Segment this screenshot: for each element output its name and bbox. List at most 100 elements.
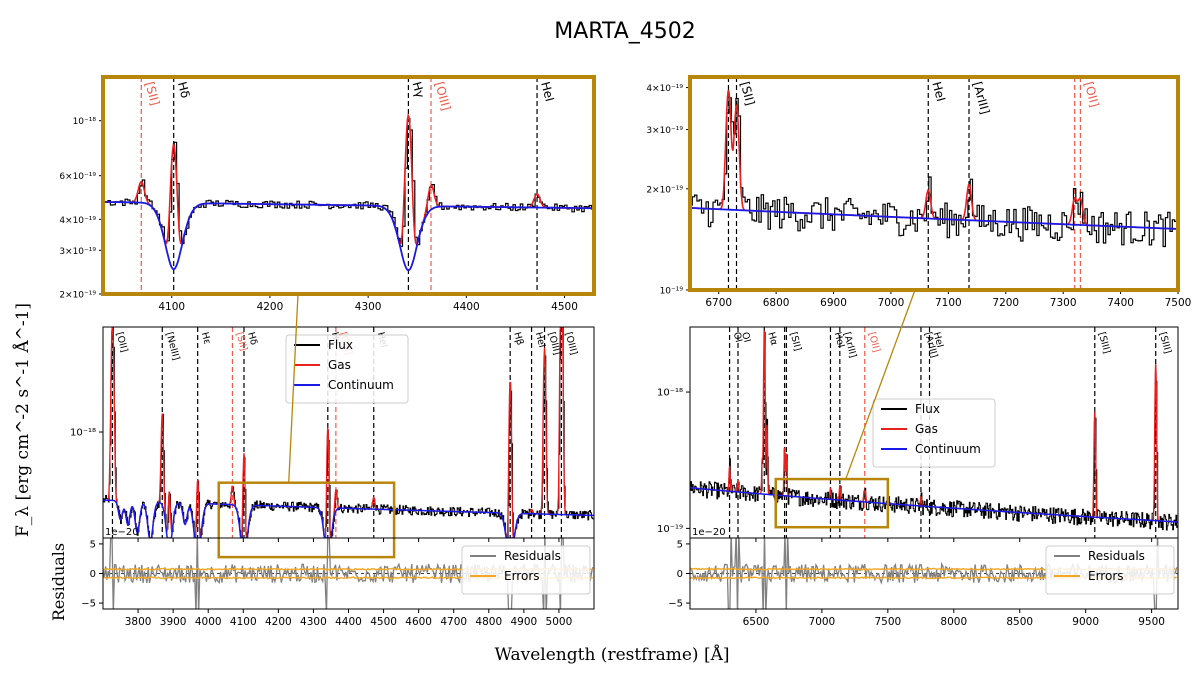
- x-tick-label: 7500: [874, 616, 901, 628]
- x-tick-label: 7400: [1107, 297, 1134, 309]
- emission-line-label: HeI: [538, 80, 557, 103]
- legend-label: Errors: [504, 569, 540, 583]
- legend-label: Flux: [328, 338, 353, 352]
- legend-label: Continuum: [328, 378, 394, 392]
- flux-line: [103, 118, 594, 247]
- x-tick-label: 4800: [475, 616, 502, 628]
- y-tick-label: 3×10⁻¹⁹: [59, 247, 96, 257]
- continuum-line: [690, 207, 1178, 230]
- emission-line-label: [SIII]: [1157, 331, 1173, 355]
- y-tick-label: 10⁻¹⁸: [70, 428, 96, 439]
- x-tick-label: 4300: [355, 301, 382, 313]
- x-tick-label: 4200: [257, 301, 284, 313]
- x-tick-label: 7200: [992, 297, 1019, 309]
- emission-line-label: Hγ: [410, 80, 428, 99]
- offset-label: 1e−20: [692, 527, 726, 538]
- inset-right-plot-area: [690, 77, 1178, 290]
- x-tick-label: 4100: [230, 616, 257, 628]
- x-tick-label: 4400: [453, 301, 480, 313]
- x-tick-label: 7000: [809, 616, 836, 628]
- emission-line-label: [SII]: [788, 331, 804, 352]
- y-tick-label: 6×10⁻¹⁹: [59, 172, 96, 182]
- legend-label: Flux: [915, 402, 940, 416]
- legend-box: [461, 545, 591, 595]
- x-tick-label: 4300: [300, 616, 327, 628]
- residuals-axis-label: Residuals: [49, 543, 68, 621]
- emission-line-label: [NeIII]: [163, 331, 181, 362]
- x-tick-label: 6800: [763, 297, 790, 309]
- x-tick-label: 7000: [878, 297, 905, 309]
- legend-label: Residuals: [504, 549, 561, 563]
- y-tick-label: 5: [90, 539, 96, 550]
- continuum-line: [690, 487, 1178, 523]
- x-tick-label: 7300: [1050, 297, 1077, 309]
- emission-line-label: [SII]: [142, 80, 162, 107]
- inset-left-plot-area: [103, 77, 594, 294]
- zoom-box: [774, 477, 890, 529]
- emission-line-label: [SIII]: [1096, 331, 1112, 355]
- x-tick-label: 4500: [370, 616, 397, 628]
- emission-line-label: HeI: [533, 331, 548, 349]
- x-tick-label: 4200: [265, 616, 292, 628]
- emission-line-label: [OII]: [866, 331, 882, 354]
- resid-left-panel: 3800 3900 4000 4100 4200 4300 4400 4500 4600 4700…: [81, 537, 595, 628]
- flux-line: [690, 97, 1178, 248]
- y-axis-label: F_λ [erg cm^-2 s^-1 Å^-1]: [12, 303, 33, 537]
- x-tick-label: 8000: [940, 616, 967, 628]
- main-right-plot-area: [690, 327, 1178, 538]
- emission-line-label: HeI: [929, 80, 948, 103]
- emission-line-label: [ArIII]: [970, 80, 992, 116]
- emission-line-label: [SII]: [234, 331, 250, 352]
- x-tick-label: 4900: [510, 616, 537, 628]
- resid-right-frame: [689, 537, 1179, 610]
- plot-panels: 10⁻¹⁸[OII][NeIII]Hε[SII]HδHγ[OIII]HeIHβH…: [59, 75, 1192, 628]
- x-tick-label: 3900: [160, 616, 187, 628]
- emission-line-label: [OII]: [1082, 80, 1102, 109]
- y-tick-label: 2×10⁻¹⁹: [646, 185, 683, 195]
- emission-line-label: OI: [731, 331, 744, 344]
- zoom-connector: [845, 289, 916, 480]
- emission-line-label: HeI: [832, 331, 847, 349]
- y-tick-label: 5: [677, 539, 683, 550]
- x-tick-label: 4600: [405, 616, 432, 628]
- legend-label: Residuals: [1088, 549, 1145, 563]
- figure-title: MARTA_4502: [554, 19, 696, 44]
- gas-line: [103, 112, 594, 246]
- y-tick-label: 3×10⁻¹⁹: [646, 126, 683, 136]
- x-tick-label: 4400: [335, 616, 362, 628]
- legend-label: Gas: [915, 422, 938, 436]
- inset-left-panel: 4100 4200 4300 4400 4500 2×10⁻¹⁹ 3×10⁻¹⁹ 4×10⁻¹…: [59, 75, 596, 313]
- x-tick-label: 8500: [1006, 616, 1033, 628]
- emission-line-label: Hα: [765, 331, 779, 347]
- y-tick-label: 0: [90, 569, 96, 580]
- x-tick-label: 7500: [1165, 297, 1192, 309]
- x-tick-label: 4100: [158, 301, 185, 313]
- y-tick-label: 2×10⁻¹⁹: [59, 291, 96, 301]
- x-tick-label: 5000: [546, 616, 573, 628]
- y-tick-label: −5: [81, 599, 96, 610]
- y-tick-label: 4×10⁻¹⁹: [59, 216, 96, 226]
- continuum-line: [103, 499, 594, 538]
- x-tick-label: 9000: [1072, 616, 1099, 628]
- legend-label: Gas: [328, 358, 351, 372]
- emission-line-label: [OIII]: [432, 80, 453, 112]
- continuum-line: [103, 201, 594, 272]
- y-tick-label: −5: [668, 599, 683, 610]
- resid-left-frame: [102, 537, 595, 610]
- x-tick-label: 6700: [705, 297, 732, 309]
- inset-left-frame: [101, 75, 596, 296]
- legend-label: Continuum: [915, 442, 981, 456]
- inset-right-frame: [688, 75, 1180, 292]
- x-tick-label: 6500: [743, 616, 770, 628]
- y-tick-label: 10⁻¹⁹: [657, 524, 683, 535]
- y-tick-label: 4×10⁻¹⁹: [646, 84, 683, 94]
- x-tick-label: 7100: [935, 297, 962, 309]
- emission-line-label: [SII]: [738, 80, 758, 107]
- x-tick-label: 4700: [440, 616, 467, 628]
- y-tick-label: 10⁻¹⁹: [660, 287, 684, 297]
- y-tick-label: 10⁻¹⁸: [657, 388, 683, 399]
- x-tick-label: 6900: [820, 297, 847, 309]
- offset-label: 1e−20: [105, 527, 139, 538]
